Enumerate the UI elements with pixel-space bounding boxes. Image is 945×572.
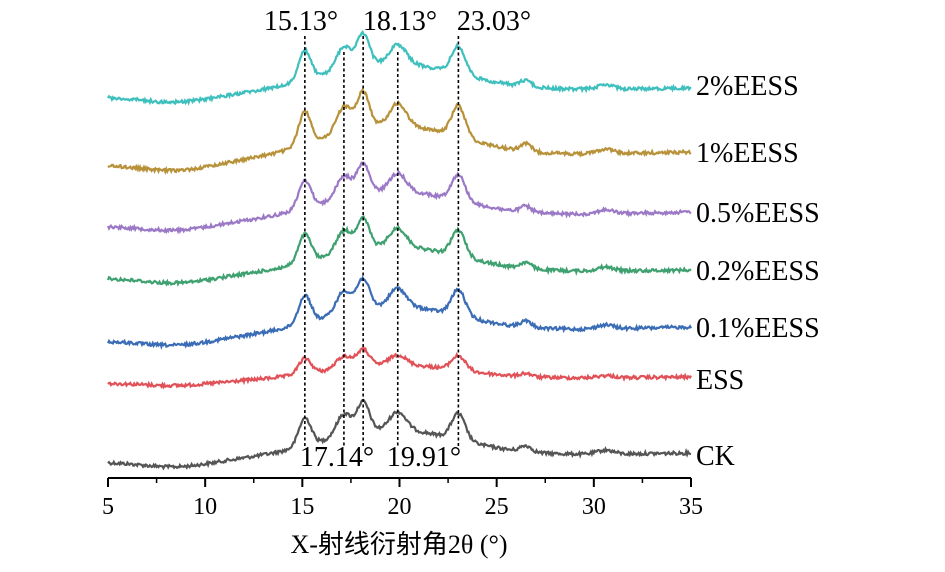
series-layer [106,29,692,471]
series-label-2%EESS: 2%EESS [696,71,799,102]
peak-label: 17.14° [300,442,374,473]
series-label-0.1%EESS: 0.1%EESS [696,313,820,344]
series-line-0.5%EESS [106,161,692,235]
x-tick-label: 30 [582,494,606,520]
series-line-1%EESS [107,87,692,176]
series-label-ESS: ESS [696,365,744,396]
x-tick-label: 5 [102,494,114,520]
series-label-0.5%EESS: 0.5%EESS [696,198,820,229]
x-axis-title: X-射线衍射角2θ (°) [290,530,507,559]
peak-label: 15.13° [264,6,338,37]
series-line-0.1%EESS [107,275,692,351]
x-tick-label: 10 [193,494,217,520]
x-tick-label: 15 [290,494,314,520]
peak-marker-layer [304,36,460,448]
peak-label: 19.91° [387,442,461,473]
peak-label: 23.03° [457,6,531,37]
series-label-1%EESS: 1%EESS [696,138,799,169]
peak-label: 18.13° [363,6,437,37]
series-line-0.2%EESS [106,215,692,287]
x-axis: 5 10 15 20 25 30 35 [102,477,703,520]
series-label-0.2%EESS: 0.2%EESS [696,256,820,287]
series-line-ESS [107,346,692,390]
series-line-2%EESS [107,29,692,106]
x-tick-label: 20 [388,494,412,520]
x-tick-label: 25 [485,494,509,520]
x-tick-label: 35 [679,494,703,520]
label-layer: CK ESS 0.1%EESS 0.2%EESS 0.5%EESS 1%EESS 2%EES… [264,6,820,473]
series-label-CK: CK [696,441,735,472]
series-line-CK [107,398,692,471]
